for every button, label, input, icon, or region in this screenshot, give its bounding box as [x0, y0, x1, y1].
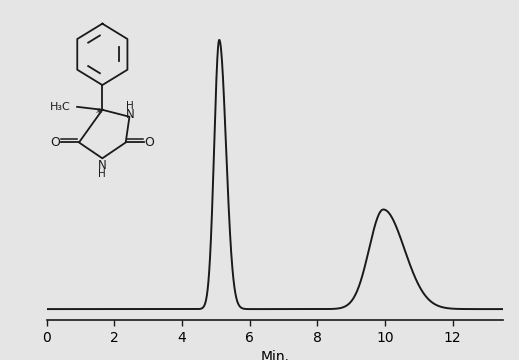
- Text: O: O: [144, 136, 154, 149]
- X-axis label: Min.: Min.: [261, 350, 290, 360]
- Text: *: *: [95, 107, 102, 120]
- Text: H₃C: H₃C: [49, 102, 70, 112]
- Text: H: H: [99, 169, 106, 179]
- Text: N: N: [98, 159, 107, 172]
- Text: H: H: [127, 101, 134, 111]
- Text: O: O: [50, 136, 60, 149]
- Text: N: N: [126, 108, 135, 121]
